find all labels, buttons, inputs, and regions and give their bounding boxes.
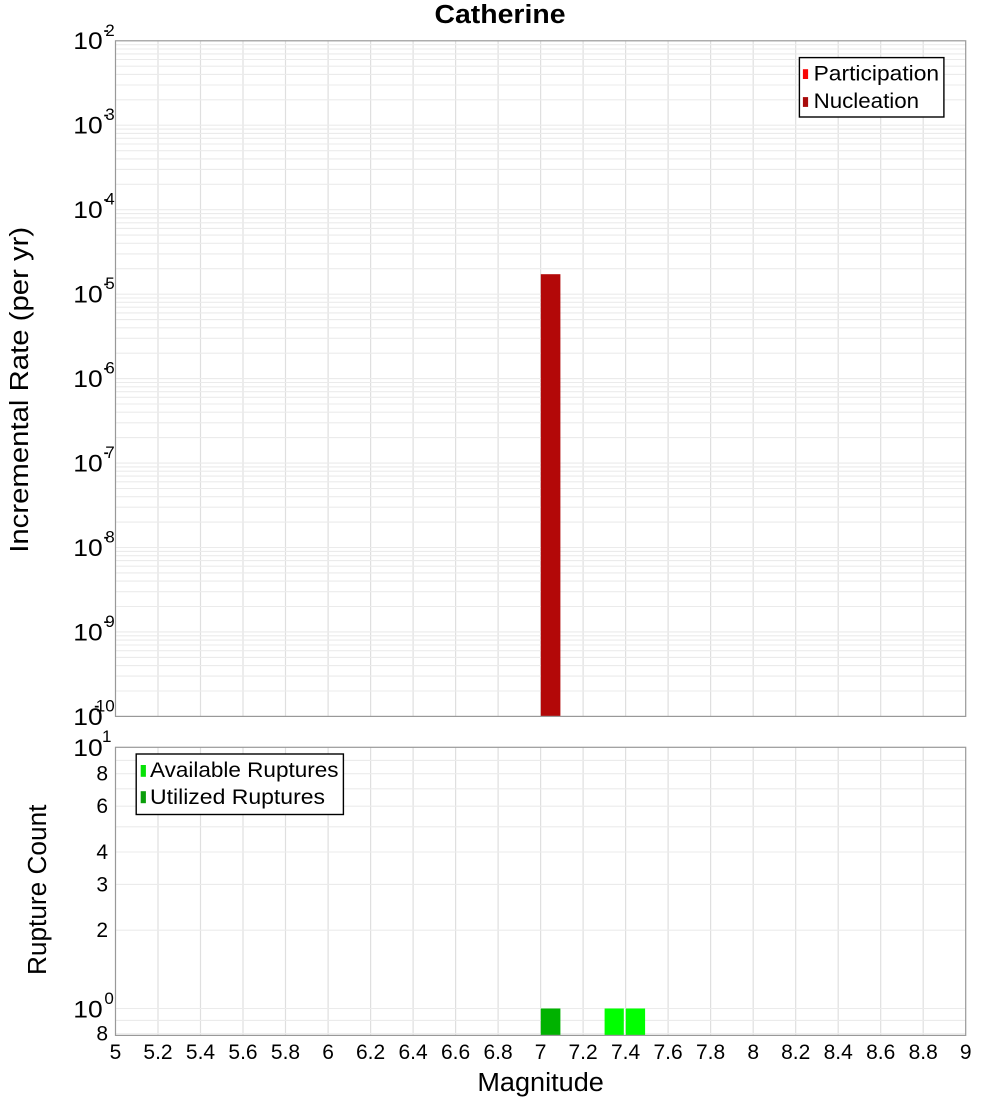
- svg-text:10: 10: [96, 696, 115, 715]
- svg-text:Participation: Participation: [814, 62, 940, 85]
- svg-text:8: 8: [747, 1041, 759, 1064]
- svg-text:7.2: 7.2: [568, 1041, 597, 1064]
- svg-text:6.2: 6.2: [356, 1041, 385, 1064]
- svg-text:5.4: 5.4: [186, 1041, 216, 1064]
- svg-text:8: 8: [96, 1023, 108, 1046]
- svg-text:8.4: 8.4: [824, 1041, 854, 1064]
- svg-text:2: 2: [96, 919, 108, 942]
- svg-text:9: 9: [105, 612, 114, 631]
- svg-text:8.2: 8.2: [781, 1041, 810, 1064]
- svg-text:Nucleation: Nucleation: [814, 90, 920, 113]
- svg-text:3: 3: [96, 873, 108, 896]
- svg-text:4: 4: [96, 841, 108, 864]
- svg-text:10: 10: [73, 113, 102, 140]
- svg-text:10: 10: [73, 197, 102, 224]
- svg-text:Utilized Ruptures: Utilized Ruptures: [150, 786, 325, 809]
- svg-text:5: 5: [110, 1041, 122, 1064]
- svg-text:10: 10: [73, 282, 102, 309]
- svg-text:2: 2: [105, 21, 114, 40]
- svg-text:6.8: 6.8: [483, 1041, 512, 1064]
- svg-text:10: 10: [73, 28, 102, 55]
- svg-text:6.4: 6.4: [398, 1041, 428, 1064]
- svg-text:0: 0: [104, 989, 113, 1008]
- svg-text:7.8: 7.8: [696, 1041, 725, 1064]
- svg-text:8: 8: [105, 528, 114, 547]
- svg-text:5.2: 5.2: [143, 1041, 172, 1064]
- svg-text:6: 6: [105, 359, 114, 378]
- svg-text:1: 1: [102, 727, 111, 746]
- svg-text:8.6: 8.6: [866, 1041, 895, 1064]
- svg-text:6.6: 6.6: [441, 1041, 470, 1064]
- svg-text:10: 10: [73, 704, 102, 731]
- svg-text:6: 6: [96, 795, 108, 818]
- svg-text:8: 8: [96, 763, 108, 786]
- svg-text:Magnitude: Magnitude: [477, 1069, 604, 1097]
- svg-text:Catherine: Catherine: [435, 1, 566, 29]
- svg-text:7.4: 7.4: [611, 1041, 641, 1064]
- svg-text:Rupture Count: Rupture Count: [24, 805, 52, 976]
- svg-text:4: 4: [105, 190, 114, 209]
- svg-text:3: 3: [105, 105, 114, 124]
- svg-text:8.8: 8.8: [909, 1041, 938, 1064]
- svg-text:10: 10: [73, 450, 102, 477]
- svg-text:6: 6: [322, 1041, 334, 1064]
- svg-text:5.8: 5.8: [271, 1041, 300, 1064]
- svg-text:10: 10: [73, 619, 102, 646]
- svg-text:10: 10: [73, 997, 102, 1024]
- svg-text:7: 7: [535, 1041, 547, 1064]
- svg-text:7.6: 7.6: [653, 1041, 682, 1064]
- svg-text:10: 10: [73, 366, 102, 393]
- svg-text:9: 9: [960, 1041, 972, 1064]
- svg-text:Incremental Rate (per yr): Incremental Rate (per yr): [6, 227, 34, 553]
- svg-text:5.6: 5.6: [228, 1041, 257, 1064]
- svg-text:5: 5: [105, 274, 114, 293]
- svg-text:Available Ruptures: Available Ruptures: [150, 759, 339, 782]
- svg-text:10: 10: [73, 535, 102, 562]
- svg-text:7: 7: [105, 443, 114, 462]
- svg-text:10: 10: [73, 735, 102, 762]
